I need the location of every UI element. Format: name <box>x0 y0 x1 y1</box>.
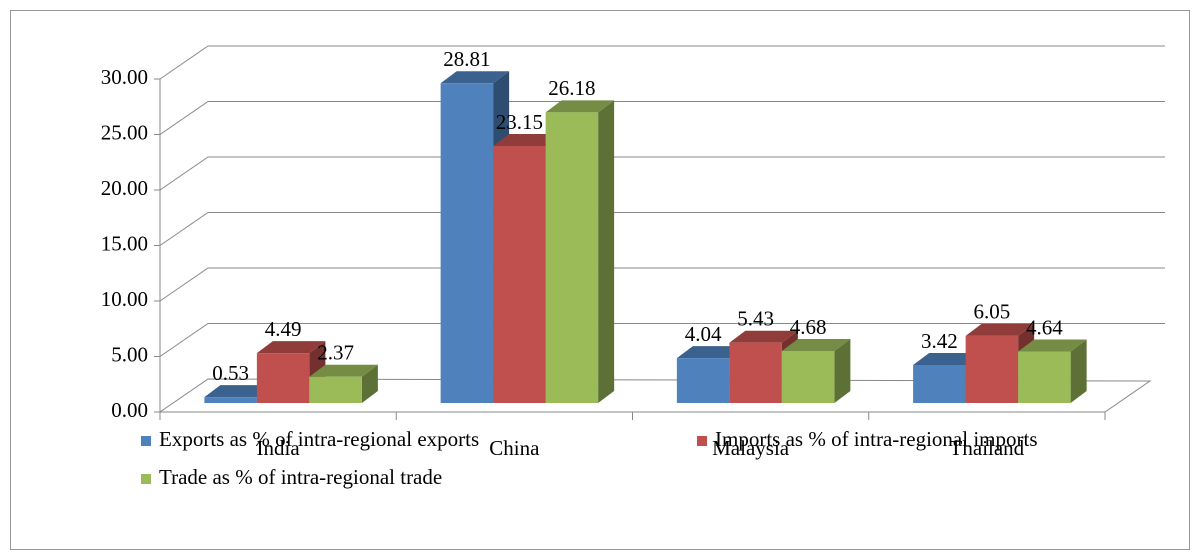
bar-top <box>493 134 562 147</box>
bar-top <box>309 364 378 377</box>
bar-front <box>1018 351 1071 403</box>
data-label: 28.81 <box>443 47 490 71</box>
data-label: 5.43 <box>737 307 774 331</box>
bar-top <box>965 323 1035 336</box>
data-label: 26.18 <box>548 76 595 100</box>
bar-top <box>913 353 982 366</box>
y-tick-label: 5.00 <box>111 342 148 366</box>
y-tick-label: 10.00 <box>101 287 148 311</box>
grid-line <box>159 323 1165 357</box>
data-label: 4.04 <box>685 322 722 346</box>
bar-top <box>256 341 326 354</box>
floor <box>158 378 1152 413</box>
data-label: 2.37 <box>317 341 354 365</box>
data-label: 23.15 <box>496 110 543 134</box>
bar <box>781 339 851 403</box>
bar <box>309 364 378 403</box>
data-label: 0.53 <box>212 361 249 385</box>
bar-front <box>493 146 546 403</box>
grid-line <box>159 101 1165 135</box>
bar-top <box>204 385 273 398</box>
bar-front <box>781 351 835 403</box>
legend-label: Exports as % of intra-regional exports <box>159 427 479 451</box>
bar-side <box>834 339 851 403</box>
y-tick-label: 15.00 <box>101 231 148 255</box>
data-label: 4.64 <box>1026 315 1063 339</box>
x-tick-label: India <box>257 436 301 460</box>
bar-front <box>729 342 782 403</box>
grid-line <box>159 45 1165 80</box>
bar-front <box>309 376 362 403</box>
bar-front <box>545 112 599 403</box>
bar-top <box>781 339 851 352</box>
bar-side <box>1070 339 1087 403</box>
bar-front <box>440 83 494 404</box>
y-tick-label: 0.00 <box>111 398 148 422</box>
grid-line <box>159 212 1165 246</box>
bar-front <box>913 365 966 403</box>
legend-label: Trade as % of intra-regional trade <box>159 465 442 489</box>
bar-front <box>676 358 730 403</box>
legend-label: Imports as % of intra-regional imports <box>715 427 1038 451</box>
bar-front <box>965 335 1019 403</box>
bar-side <box>361 364 378 403</box>
bar-top <box>440 71 510 84</box>
data-label: 6.05 <box>974 300 1011 324</box>
data-label: 4.68 <box>790 315 827 339</box>
bar-side <box>598 100 615 403</box>
data-label: 4.49 <box>265 317 302 341</box>
x-tick-label: Thailand <box>950 436 1025 460</box>
bar-top <box>545 100 615 113</box>
y-tick-label: 30.00 <box>101 65 148 89</box>
x-tick-label: China <box>489 436 540 460</box>
y-tick-label: 20.00 <box>101 176 148 200</box>
x-tick-label: Malaysia <box>712 436 790 460</box>
data-label: 3.42 <box>921 329 958 353</box>
bar <box>545 100 615 403</box>
grid-line <box>159 267 1165 302</box>
legend-swatch <box>141 436 151 446</box>
bar-front <box>256 353 310 403</box>
legend-swatch <box>141 474 151 484</box>
bar-top <box>729 330 798 343</box>
bar <box>1018 339 1087 403</box>
bar-front <box>204 397 257 403</box>
legend-swatch <box>697 436 707 446</box>
y-tick-label: 25.00 <box>101 120 148 144</box>
bar-top <box>1018 339 1087 352</box>
bar-top <box>676 346 746 359</box>
grid-line <box>159 156 1165 191</box>
